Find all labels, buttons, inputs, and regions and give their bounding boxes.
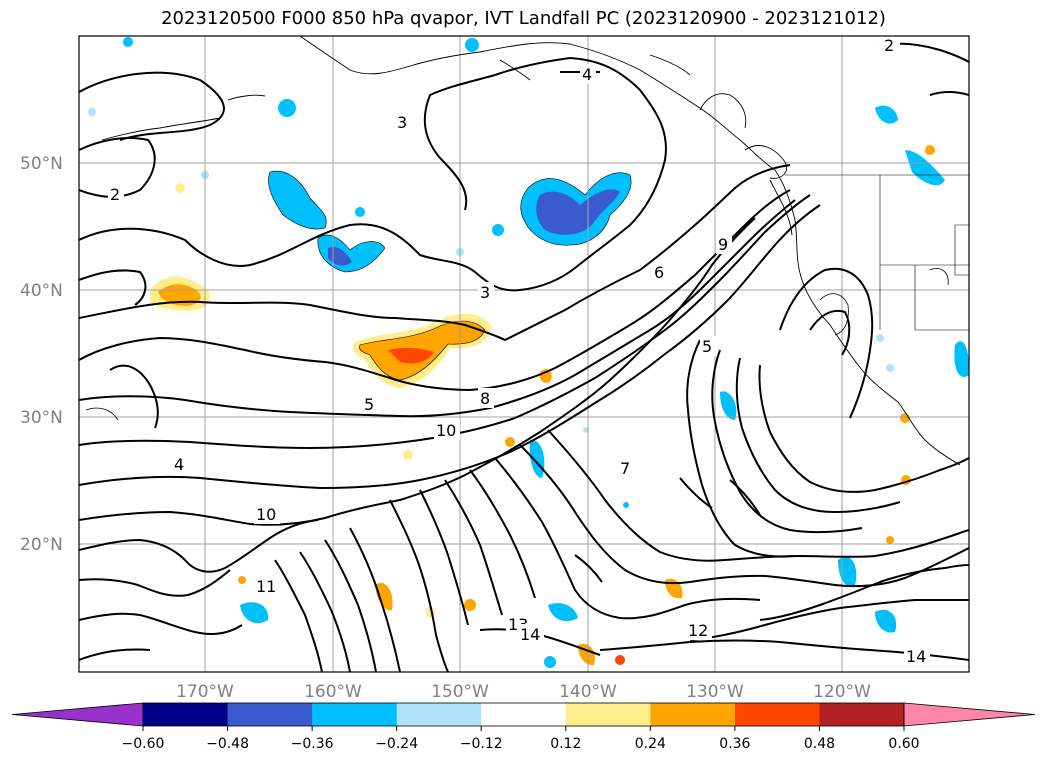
lat-label: 40°N <box>20 281 63 301</box>
colorbar-tick-label: 0.12 <box>550 736 581 752</box>
contour-label: 3 <box>397 113 407 132</box>
colorbar-segment <box>143 703 229 726</box>
map-panel: 2 2 3 3 4 4 5 5 6 7 8 9 10 10 <box>79 36 969 672</box>
contour-label: 14 <box>520 625 540 644</box>
colorbar-segment <box>227 703 313 726</box>
lat-label: 30°N <box>20 408 63 428</box>
colorbar-frame <box>142 702 905 727</box>
colorbar-tick-label: 0.36 <box>719 736 750 752</box>
lat-label: 50°N <box>20 154 63 174</box>
lon-label: 120°W <box>813 682 871 702</box>
contour-label: 9 <box>718 235 728 254</box>
thin-contours <box>85 268 949 421</box>
colorbar-extend-low <box>11 702 144 727</box>
negative-anomaly-blob <box>278 99 296 117</box>
political-borders <box>785 174 969 331</box>
lat-label: 20°N <box>20 535 63 555</box>
map-title: 2023120500 F000 850 hPa qvapor, IVT Land… <box>161 8 886 29</box>
colorbar-tick-label: 0.60 <box>888 736 919 752</box>
colorbar-segment <box>819 703 905 726</box>
lon-label: 170°W <box>176 682 234 702</box>
lon-label: 140°W <box>559 682 617 702</box>
colorbar-tick-label: −0.48 <box>206 736 249 752</box>
positive-anomaly-blob <box>175 183 185 193</box>
contour-labels: 2 2 3 3 4 4 5 5 6 7 8 9 10 10 <box>108 36 930 666</box>
colorbar-tick-label: 0.24 <box>635 736 666 752</box>
contour-label: 2 <box>884 36 894 55</box>
contour-label: 10 <box>436 421 456 440</box>
colorbar-segment <box>481 703 567 726</box>
negative-anomaly-blob <box>465 38 479 52</box>
colorbar-segment <box>565 703 651 726</box>
contour-label: 2 <box>110 185 120 204</box>
colorbar-segment <box>734 703 820 726</box>
north-america-coast <box>299 36 961 466</box>
negative-anomaly-blob <box>268 170 327 230</box>
contour-label: 8 <box>480 389 490 408</box>
lon-label: 150°W <box>431 682 489 702</box>
colorbar-tick-label: −0.36 <box>291 736 334 752</box>
coastlines <box>101 36 961 466</box>
contour-label: 10 <box>256 505 276 524</box>
contour-label: 4 <box>582 65 592 84</box>
contour-label: 5 <box>702 337 712 356</box>
contour-label: 11 <box>256 577 276 596</box>
colorbar-tick-label: −0.24 <box>375 736 418 752</box>
lon-label: 130°W <box>686 682 744 702</box>
colorbar-ticks: −0.60 −0.48 −0.36 −0.24 −0.12 0.12 0.24 0.36 0.4… <box>122 726 920 752</box>
colorbar-tick-label: −0.12 <box>460 736 503 752</box>
latitude-labels: 50°N 40°N 30°N 20°N <box>20 154 63 555</box>
contour-label: 14 <box>906 647 926 666</box>
colorbar-extend-high <box>903 702 1036 727</box>
colorbar-segment <box>650 703 736 726</box>
lon-label: 160°W <box>304 682 362 702</box>
map-frame <box>78 35 970 673</box>
contour-label: 12 <box>688 621 708 640</box>
contour-label: 7 <box>620 459 630 478</box>
contour-label: 6 <box>654 263 664 282</box>
colorbar-segment <box>312 703 398 726</box>
colorbar-segment <box>396 703 482 726</box>
colorbar <box>11 702 1036 727</box>
contour-label: 4 <box>174 455 184 474</box>
colorbar-tick-label: 0.48 <box>804 736 835 752</box>
longitude-labels: 170°W 160°W 150°W 140°W 130°W 120°W <box>176 682 871 702</box>
contour-label: 5 <box>364 395 374 414</box>
colorbar-tick-label: −0.60 <box>122 736 165 752</box>
contour-label: 3 <box>480 283 490 302</box>
